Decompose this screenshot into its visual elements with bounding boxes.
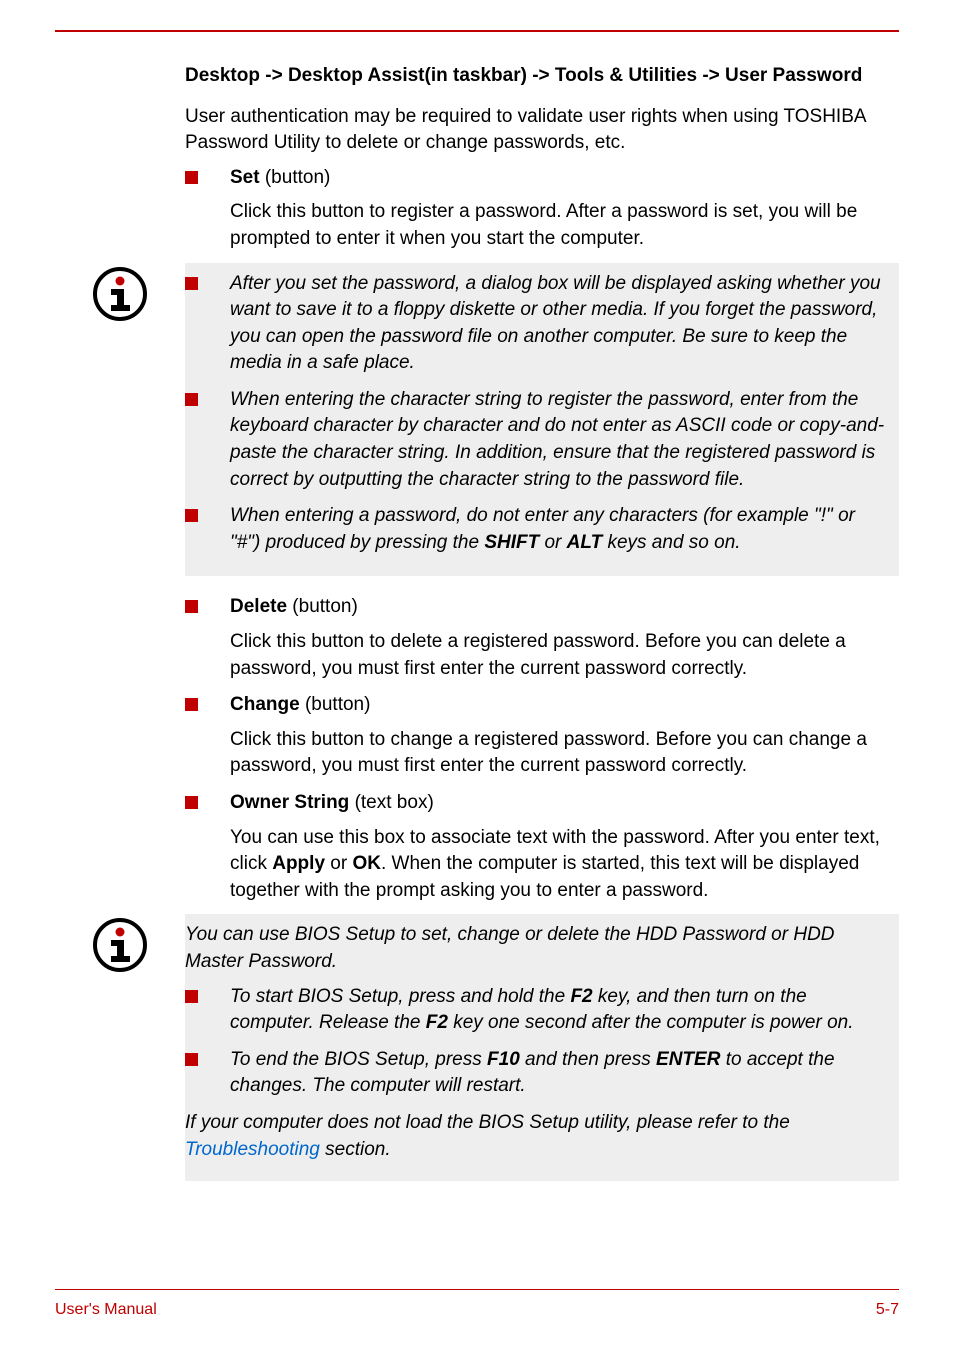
content-area: Desktop -> Desktop Assist(in taskbar) ->… bbox=[55, 62, 899, 1181]
info-block-2: You can use BIOS Setup to set, change or… bbox=[55, 914, 899, 1181]
info2-b2-pre: To end the BIOS Setup, press bbox=[230, 1049, 487, 1070]
info-content-2: You can use BIOS Setup to set, change or… bbox=[185, 914, 899, 1181]
info-icon-col bbox=[55, 914, 185, 1181]
owner-body-ok: OK bbox=[352, 853, 381, 874]
info-block-1: After you set the password, a dialog box… bbox=[55, 263, 899, 577]
info-content-1: After you set the password, a dialog box… bbox=[185, 263, 899, 577]
delete-heading-bold: Delete bbox=[230, 596, 287, 617]
bullet-icon bbox=[185, 698, 198, 711]
info1-bullet-2: When entering the character string to re… bbox=[185, 387, 887, 493]
info2-b2-f10: F10 bbox=[487, 1049, 520, 1070]
owner-heading: Owner String (text box) bbox=[230, 790, 899, 817]
footer: User's Manual 5-7 bbox=[55, 1301, 899, 1319]
set-heading-bold: Set bbox=[230, 167, 260, 188]
delete-item: Delete (button) Click this button to del… bbox=[185, 594, 899, 682]
troubleshooting-link[interactable]: Troubleshooting bbox=[185, 1139, 320, 1160]
owner-heading-bold: Owner String bbox=[230, 792, 349, 813]
nav-path: Desktop -> Desktop Assist(in taskbar) ->… bbox=[185, 62, 899, 90]
intro-text: User authentication may be required to v… bbox=[185, 104, 899, 157]
info-icon-col bbox=[55, 263, 185, 577]
info1-bullet-3: When entering a password, do not enter a… bbox=[185, 503, 887, 556]
info2-closing-post: section. bbox=[320, 1139, 391, 1160]
set-body: Click this button to register a password… bbox=[230, 199, 899, 252]
info2-b1-f2b: F2 bbox=[426, 1012, 448, 1033]
info1-b3-shift: SHIFT bbox=[484, 532, 539, 553]
change-heading-bold: Change bbox=[230, 694, 300, 715]
footer-left: User's Manual bbox=[55, 1301, 157, 1319]
owner-heading-rest: (text box) bbox=[349, 792, 433, 813]
info1-text-2: When entering the character string to re… bbox=[230, 387, 887, 493]
bullet-icon bbox=[185, 393, 198, 406]
info2-closing: If your computer does not load the BIOS … bbox=[185, 1110, 887, 1163]
info2-bullet-2: To end the BIOS Setup, press F10 and the… bbox=[185, 1047, 887, 1100]
info2-b2-mid: and then press bbox=[520, 1049, 656, 1070]
info1-text-1: After you set the password, a dialog box… bbox=[230, 271, 887, 377]
delete-body: Click this button to delete a registered… bbox=[230, 629, 899, 682]
info2-closing-pre: If your computer does not load the BIOS … bbox=[185, 1112, 790, 1133]
bullet-icon bbox=[185, 796, 198, 809]
owner-item: Owner String (text box) You can use this… bbox=[185, 790, 899, 904]
info1-b3-alt: ALT bbox=[567, 532, 603, 553]
change-item: Change (button) Click this button to cha… bbox=[185, 692, 899, 780]
nav-path-text: Desktop -> Desktop Assist(in taskbar) ->… bbox=[185, 65, 862, 86]
bottom-rule bbox=[55, 1289, 899, 1290]
info1-bullet-1: After you set the password, a dialog box… bbox=[185, 271, 887, 377]
top-rule bbox=[55, 30, 899, 32]
change-heading: Change (button) bbox=[230, 692, 899, 719]
bullet-icon bbox=[185, 600, 198, 613]
set-item: Set (button) Click this button to regist… bbox=[185, 165, 899, 253]
info2-b2-enter: ENTER bbox=[656, 1049, 720, 1070]
change-heading-rest: (button) bbox=[300, 694, 371, 715]
info-icon bbox=[93, 918, 147, 972]
info2-text-2: To end the BIOS Setup, press F10 and the… bbox=[230, 1047, 887, 1100]
info2-b1-f2a: F2 bbox=[570, 986, 592, 1007]
info2-b1-post: key one second after the computer is pow… bbox=[448, 1012, 854, 1033]
bullet-icon bbox=[185, 509, 198, 522]
bullet-icon bbox=[185, 990, 198, 1003]
owner-body-mid: or bbox=[325, 853, 352, 874]
bullet-icon bbox=[185, 277, 198, 290]
set-heading: Set (button) bbox=[230, 165, 899, 192]
delete-heading: Delete (button) bbox=[230, 594, 899, 621]
owner-body-apply: Apply bbox=[272, 853, 325, 874]
footer-right: 5-7 bbox=[876, 1301, 899, 1319]
info2-text-1: To start BIOS Setup, press and hold the … bbox=[230, 984, 887, 1037]
owner-body: You can use this box to associate text w… bbox=[230, 825, 899, 905]
info1-b3-mid: or bbox=[539, 532, 566, 553]
page: Desktop -> Desktop Assist(in taskbar) ->… bbox=[0, 0, 954, 1345]
delete-heading-rest: (button) bbox=[287, 596, 358, 617]
info2-intro: You can use BIOS Setup to set, change or… bbox=[185, 922, 887, 975]
bullet-icon bbox=[185, 1053, 198, 1066]
change-body: Click this button to change a registered… bbox=[230, 727, 899, 780]
set-heading-rest: (button) bbox=[260, 167, 331, 188]
info2-b1-pre: To start BIOS Setup, press and hold the bbox=[230, 986, 570, 1007]
bullet-icon bbox=[185, 171, 198, 184]
info1-b3-post: keys and so on. bbox=[602, 532, 740, 553]
info-icon bbox=[93, 267, 147, 321]
info2-bullet-1: To start BIOS Setup, press and hold the … bbox=[185, 984, 887, 1037]
info1-text-3: When entering a password, do not enter a… bbox=[230, 503, 887, 556]
